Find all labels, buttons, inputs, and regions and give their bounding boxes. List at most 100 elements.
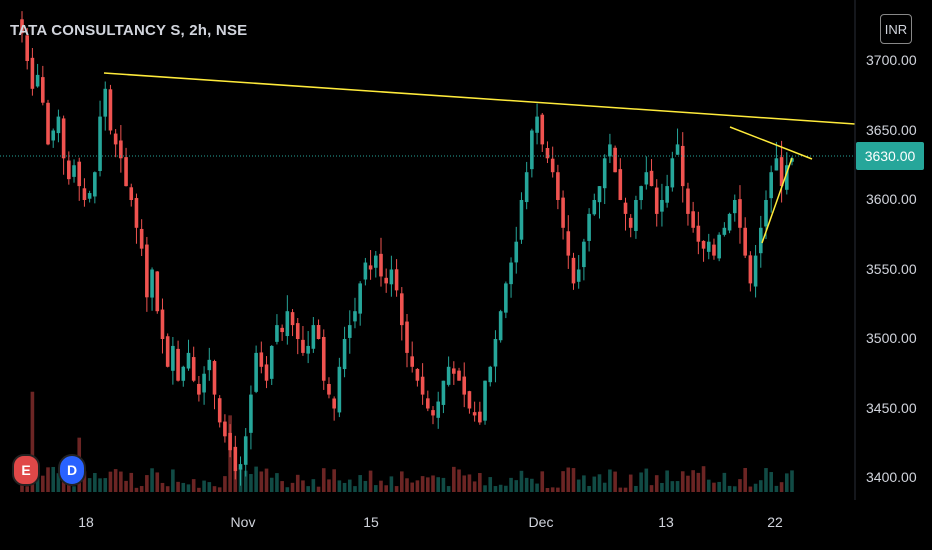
time-tick-label: 13	[658, 514, 674, 530]
volume-bar	[103, 478, 108, 492]
volume-bar	[259, 471, 264, 492]
candle-body	[738, 199, 742, 228]
candle-body	[363, 262, 368, 280]
candle-body	[576, 269, 581, 282]
candle-body	[217, 398, 222, 423]
candle-body	[436, 401, 441, 418]
candle-body	[431, 410, 435, 416]
candle-body	[696, 225, 701, 242]
candle-body	[613, 147, 617, 173]
volume-bar	[306, 486, 310, 492]
time-tick-label: 18	[78, 514, 94, 530]
price-tick-label: 3550.00	[866, 260, 917, 277]
volume-bar	[275, 473, 279, 492]
volume-bar	[61, 478, 66, 492]
volume-bar	[415, 480, 420, 492]
volume-bar	[478, 473, 482, 492]
volume-bar	[556, 487, 560, 492]
volume-bar	[150, 468, 154, 492]
volume-bar	[93, 473, 97, 492]
candle-body	[181, 366, 186, 381]
volume-bar	[295, 474, 300, 492]
volume-bar	[519, 470, 524, 492]
volume-bar	[290, 482, 295, 492]
volume-bar	[535, 483, 539, 492]
volume-bar	[254, 466, 258, 492]
volume-bar	[363, 480, 368, 492]
candle-body	[410, 356, 415, 367]
candle-body	[171, 345, 175, 371]
volume-bar	[639, 472, 643, 492]
candle-body	[337, 366, 342, 413]
volume-bar	[171, 469, 175, 492]
volume-bar	[410, 482, 415, 492]
candle-body	[602, 158, 607, 189]
earnings-marker[interactable]: E	[12, 454, 40, 486]
candle-body	[670, 158, 675, 188]
volume-bar	[608, 469, 612, 492]
volume-bar	[51, 466, 56, 492]
candle-body	[87, 193, 92, 199]
candle-body	[306, 345, 310, 354]
candle-body	[358, 283, 362, 314]
volume-bar	[462, 475, 467, 492]
candle-body	[233, 446, 238, 472]
candle-body	[373, 255, 378, 268]
candle-body	[103, 88, 108, 117]
volume-bar	[758, 480, 763, 492]
candle-body	[639, 186, 643, 201]
candle-body	[426, 398, 430, 409]
candle-body	[498, 311, 503, 341]
volume-bar	[618, 487, 623, 492]
volume-bar	[790, 470, 794, 492]
candle-body	[46, 102, 50, 145]
volume-bar	[467, 474, 472, 492]
candle-body	[301, 339, 305, 353]
candle-body	[145, 244, 149, 298]
candle-body	[290, 312, 295, 326]
volume-bar	[561, 471, 565, 492]
volume-bar	[119, 471, 123, 492]
volume-bar	[420, 476, 425, 492]
candle-body	[399, 293, 404, 326]
candle-body	[207, 359, 212, 371]
trendline-upper	[103, 72, 856, 125]
volume-bar	[504, 485, 508, 492]
candle-body	[61, 118, 66, 159]
volume-bar	[358, 475, 362, 492]
candle-body	[124, 157, 128, 187]
volume-bar	[748, 486, 753, 492]
dividend-marker[interactable]: D	[58, 454, 86, 486]
candle-body	[394, 269, 399, 291]
volume-bar	[98, 478, 102, 492]
volume-bar	[431, 475, 435, 492]
volume-bar	[342, 482, 347, 492]
volume-bar	[41, 475, 45, 492]
candle-body	[223, 421, 227, 437]
candle-body	[628, 217, 633, 228]
volume-bar	[347, 479, 352, 492]
candle-body	[753, 255, 758, 287]
volume-bar	[738, 479, 742, 492]
volume-bar	[628, 474, 633, 492]
volume-bar	[441, 477, 446, 492]
volume-bar	[181, 482, 186, 492]
candle-body	[150, 269, 154, 298]
volume-bar	[191, 479, 196, 492]
volume-bar	[394, 486, 399, 492]
candle-body	[712, 244, 716, 256]
last-price-label: 3630.00	[856, 142, 924, 170]
volume-bar	[550, 487, 555, 492]
price-tick-label: 3700.00	[866, 52, 917, 68]
candle-body	[82, 188, 87, 200]
candle-body	[176, 348, 180, 381]
candle-body	[722, 227, 727, 235]
volume-bar	[285, 487, 290, 492]
volume-bar	[602, 482, 607, 492]
currency-button[interactable]: INR	[880, 14, 912, 44]
volume-bar	[545, 487, 550, 492]
candle-body	[280, 327, 284, 333]
price-tick-label: 3650.00	[866, 121, 917, 138]
volume-bar	[20, 485, 24, 492]
